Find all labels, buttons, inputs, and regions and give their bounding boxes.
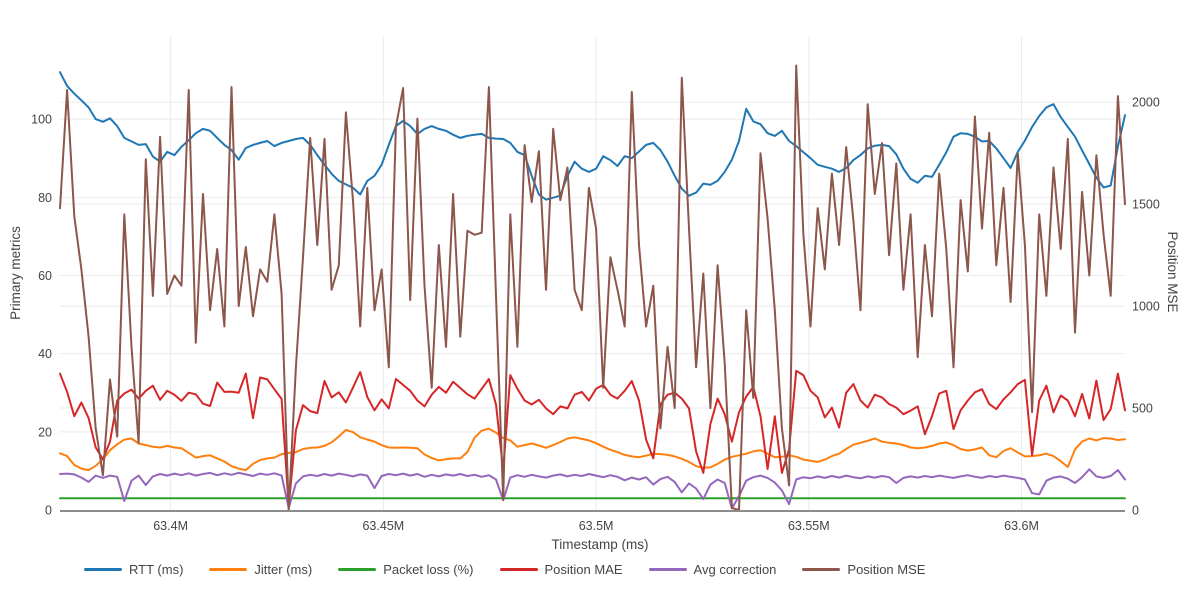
x-tick-label: 63.55M bbox=[788, 519, 830, 533]
legend-item-rtt-ms[interactable]: RTT (ms) bbox=[84, 562, 183, 577]
tick-labels: 63.4M 63.45M 63.5M 63.55M 63.6M0204060801000… bbox=[31, 96, 1160, 533]
x-tick-label: 63.6M bbox=[1004, 519, 1039, 533]
legend-item-position-mae[interactable]: Position MAE bbox=[499, 562, 623, 577]
legend-swatch-position-mse bbox=[802, 568, 841, 571]
y-left-tick-label: 40 bbox=[38, 347, 52, 361]
y-left-axis-title: Primary metrics bbox=[8, 226, 23, 320]
series-line-position-mse[interactable] bbox=[59, 64, 1126, 511]
legend-swatch-rtt-ms bbox=[84, 568, 122, 571]
x-axis-title: Timestamp (ms) bbox=[552, 537, 649, 552]
y-left-tick-label: 20 bbox=[38, 425, 52, 439]
legend-label: Jitter (ms) bbox=[254, 562, 313, 577]
y-right-tick-label: 500 bbox=[1132, 402, 1153, 416]
legend-label: Packet loss (%) bbox=[383, 562, 474, 577]
y-left-tick-label: 80 bbox=[38, 191, 52, 205]
x-tick-label: 63.5M bbox=[579, 519, 614, 533]
series-line-avg-correction[interactable] bbox=[59, 468, 1126, 510]
legend-swatch-position-mae bbox=[499, 568, 538, 571]
x-tick-label: 63.45M bbox=[362, 519, 404, 533]
legend-item-avg-correction[interactable]: Avg correction bbox=[648, 562, 777, 577]
y-left-tick-label: 100 bbox=[31, 113, 52, 127]
legend-item-position-mse[interactable]: Position MSE bbox=[802, 562, 925, 577]
legend-label: Position MAE bbox=[544, 562, 623, 577]
y-right-axis-title: Position MSE bbox=[1165, 231, 1180, 312]
y-right-tick-label: 2000 bbox=[1132, 96, 1160, 110]
legend-label: Position MSE bbox=[847, 562, 926, 577]
y-left-tick-label: 60 bbox=[38, 269, 52, 283]
series-line-rtt-ms[interactable] bbox=[59, 71, 1126, 201]
y-right-tick-label: 0 bbox=[1132, 504, 1139, 518]
series-line-jitter-ms[interactable] bbox=[59, 427, 1126, 472]
legend: RTT (ms) Jitter (ms) Packet loss (%) Positi… bbox=[84, 562, 925, 577]
legend-swatch-jitter-ms bbox=[209, 568, 248, 571]
y-left-tick-label: 0 bbox=[45, 504, 52, 518]
y-right-tick-label: 1500 bbox=[1132, 198, 1160, 212]
y-right-tick-label: 1000 bbox=[1132, 300, 1160, 314]
legend-swatch-avg-correction bbox=[648, 568, 687, 571]
legend-label: RTT (ms) bbox=[129, 562, 184, 577]
legend-swatch-packet-loss bbox=[338, 568, 377, 571]
series-lines bbox=[59, 64, 1126, 511]
series-line-position-mae[interactable] bbox=[59, 369, 1126, 508]
legend-item-jitter-ms[interactable]: Jitter (ms) bbox=[209, 562, 312, 577]
legend-label: Avg correction bbox=[693, 562, 777, 577]
legend-item-packet-loss[interactable]: Packet loss (%) bbox=[338, 562, 474, 577]
x-tick-label: 63.4M bbox=[153, 519, 188, 533]
